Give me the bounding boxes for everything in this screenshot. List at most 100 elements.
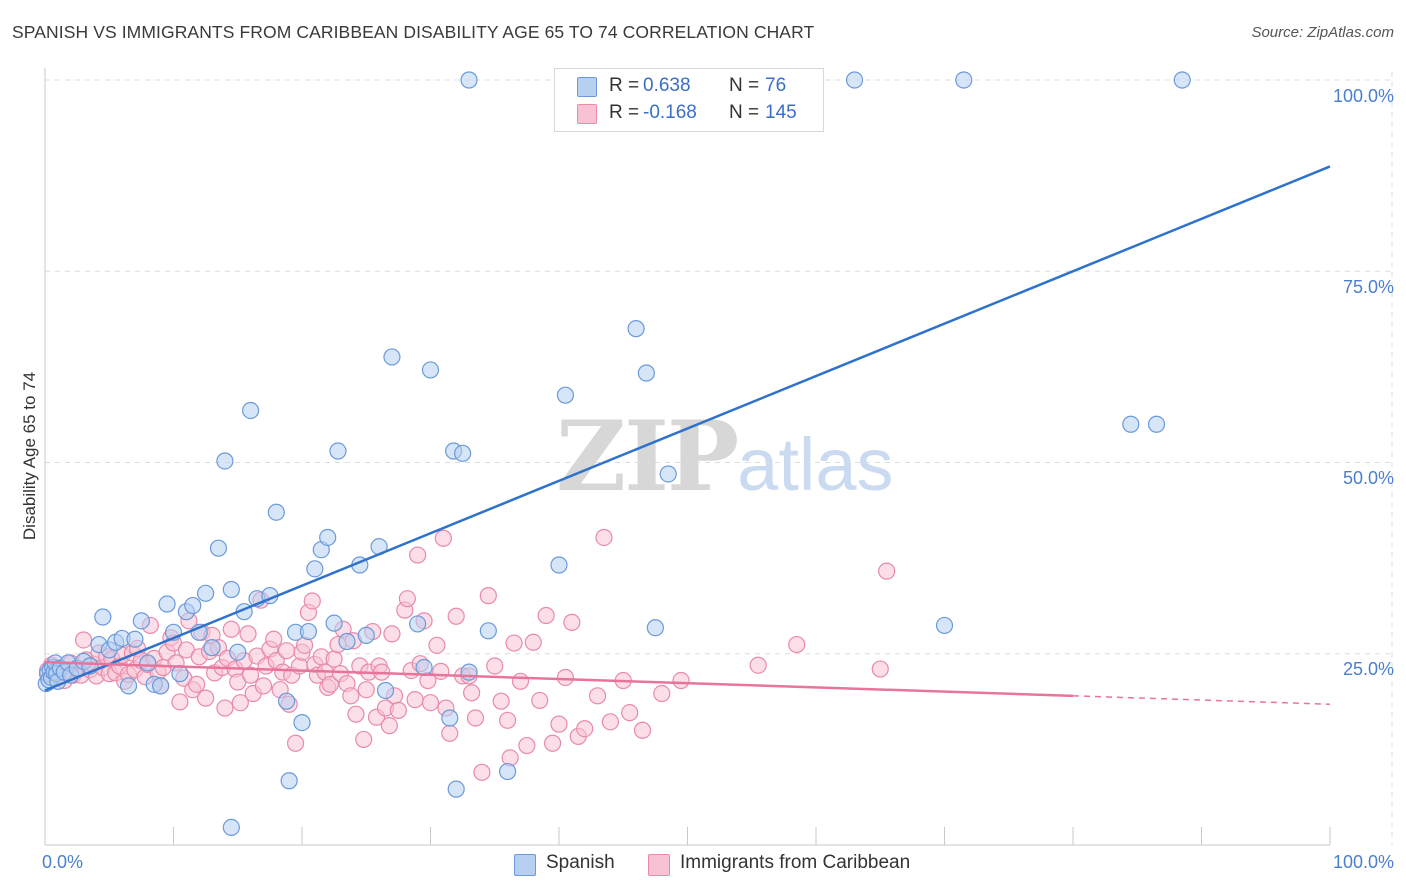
caribbean-point — [749, 656, 767, 674]
caribbean-point — [576, 720, 594, 738]
spanish-points — [37, 71, 1191, 837]
caribbean-point — [222, 620, 240, 638]
spanish-point — [1173, 71, 1191, 89]
spanish-point — [197, 584, 215, 602]
spanish-point — [415, 658, 433, 677]
legend-swatch-spanish — [577, 77, 597, 97]
spanish-point — [171, 665, 189, 683]
caribbean-point — [383, 625, 401, 643]
legend-n-label: N = — [729, 102, 760, 123]
caribbean-point — [347, 705, 365, 723]
caribbean-point — [216, 699, 234, 717]
grid — [45, 72, 1393, 845]
caribbean-point — [286, 734, 305, 752]
spanish-point — [267, 503, 285, 521]
caribbean-point — [74, 631, 93, 649]
spanish-point — [280, 772, 298, 790]
legend-r-value: -0.168 — [643, 102, 697, 123]
caribbean-point — [325, 650, 343, 668]
caribbean-point — [421, 694, 440, 712]
caribbean-point — [588, 687, 607, 705]
legend-r-label: R = — [609, 75, 640, 96]
legend-r-value: 0.638 — [643, 75, 691, 96]
caribbean-point — [303, 592, 321, 610]
spanish-point — [306, 560, 324, 578]
legend-label-spanish: Spanish — [546, 852, 615, 873]
caribbean-point — [556, 668, 575, 687]
spanish-point — [460, 663, 478, 681]
legend-swatch-caribbean — [577, 104, 597, 124]
caribbean-point — [380, 717, 398, 735]
spanish-point — [646, 619, 664, 637]
legend-swatch-caribbean — [648, 854, 670, 876]
spanish-point — [935, 616, 954, 635]
caribbean-point — [878, 562, 896, 580]
spanish-point — [203, 639, 221, 657]
y-tick-100: 100.0% — [1332, 86, 1394, 106]
caribbean-point — [479, 587, 497, 605]
spanish-point — [447, 780, 465, 798]
spanish-trend-line — [44, 165, 1331, 692]
caribbean-point — [389, 701, 407, 719]
spanish-point — [184, 596, 202, 615]
spanish-point — [479, 622, 497, 640]
caribbean-point — [231, 694, 249, 712]
caribbean-point — [505, 634, 523, 652]
spanish-point — [627, 320, 645, 338]
chart-title: SPANISH VS IMMIGRANTS FROM CARIBBEAN DIS… — [12, 22, 815, 42]
spanish-point — [222, 580, 240, 599]
legend-r-label: R = — [609, 102, 640, 123]
x-tick-100: 100.0% — [1332, 852, 1394, 872]
caribbean-point — [601, 713, 620, 731]
caribbean-point — [537, 606, 555, 625]
spanish-point — [325, 614, 343, 632]
caribbean-point — [518, 736, 536, 755]
caribbean-point — [277, 642, 296, 660]
caribbean-point — [428, 636, 446, 654]
caribbean-point — [871, 660, 889, 678]
spanish-point — [119, 677, 138, 695]
caribbean-point — [466, 709, 485, 727]
caribbean-point — [672, 671, 690, 690]
spanish-point — [1147, 415, 1166, 433]
caribbean-point — [473, 763, 491, 781]
legend-swatch-spanish — [514, 854, 536, 876]
spanish-point — [409, 615, 427, 633]
caribbean-points — [38, 528, 896, 781]
caribbean-point — [524, 633, 542, 651]
caribbean-point — [499, 711, 517, 729]
caribbean-point — [409, 546, 427, 564]
caribbean-point — [242, 666, 260, 684]
caribbean-point — [595, 528, 613, 547]
caribbean-point — [239, 625, 257, 643]
spanish-point — [499, 762, 517, 781]
legend-n-label: N = — [729, 75, 760, 96]
caribbean-point — [342, 687, 360, 705]
caribbean-point — [434, 529, 452, 547]
spanish-point — [293, 713, 311, 732]
spanish-point — [454, 444, 472, 462]
spanish-point — [1122, 415, 1140, 433]
caribbean-point — [653, 684, 671, 703]
spanish-point — [299, 622, 318, 641]
spanish-point — [421, 361, 440, 379]
caribbean-point — [265, 630, 283, 648]
legend-n-value: 145 — [765, 102, 797, 123]
y-tick-75: 75.0% — [1342, 277, 1394, 297]
y-tick-25: 25.0% — [1342, 659, 1394, 679]
spanish-point — [383, 348, 401, 366]
caribbean-point — [171, 693, 189, 711]
legend-label-caribbean: Immigrants from Caribbean — [680, 852, 911, 873]
spanish-point — [637, 364, 655, 382]
caribbean-point — [492, 692, 510, 710]
caribbean-point — [254, 677, 273, 695]
spanish-point — [126, 630, 144, 648]
caribbean-point — [788, 635, 806, 654]
caribbean-point — [441, 724, 459, 742]
trend-lines — [44, 165, 1331, 705]
spanish-point — [955, 71, 973, 89]
spanish-point — [152, 677, 170, 695]
spanish-point — [376, 681, 395, 700]
spanish-point — [94, 608, 112, 626]
